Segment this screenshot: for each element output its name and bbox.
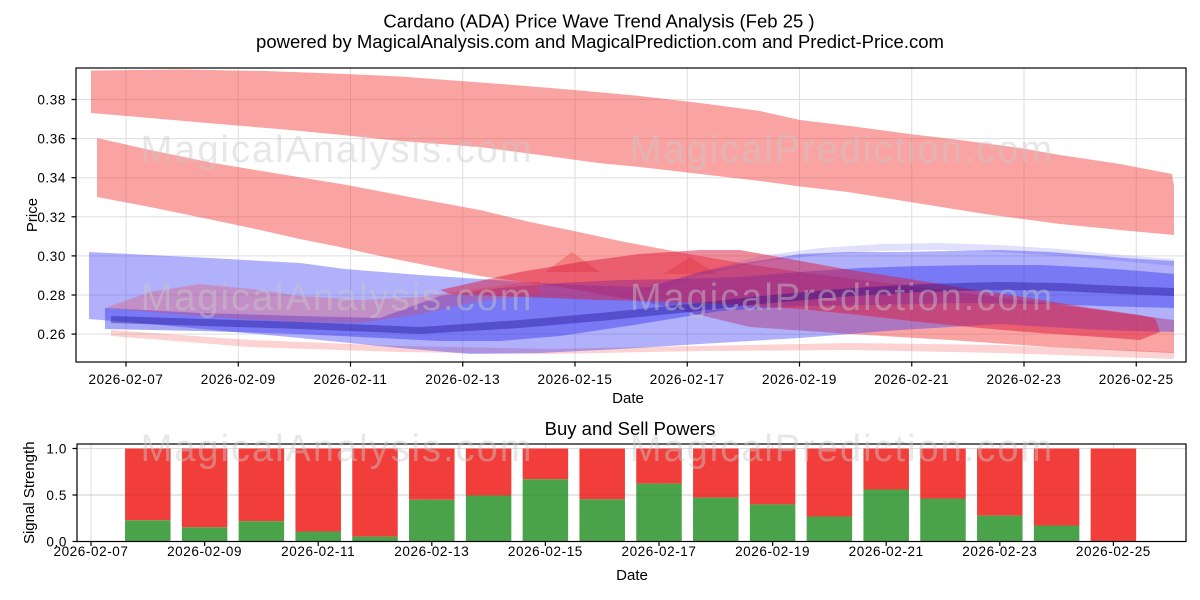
svg-text:0.0: 0.0 (46, 535, 67, 550)
svg-text:2026-02-11: 2026-02-11 (313, 372, 387, 387)
svg-text:2026-02-15: 2026-02-15 (537, 372, 612, 387)
svg-text:MagicalPrediction.com: MagicalPrediction.com (630, 428, 1054, 470)
svg-text:Signal Strength: Signal Strength (21, 441, 38, 544)
svg-text:2026-02-11: 2026-02-11 (281, 544, 355, 559)
svg-text:1.0: 1.0 (46, 442, 67, 457)
svg-text:0.28: 0.28 (37, 288, 66, 303)
svg-text:2026-02-15: 2026-02-15 (508, 544, 583, 559)
svg-text:0.26: 0.26 (37, 327, 66, 342)
svg-text:0.32: 0.32 (37, 210, 66, 225)
svg-text:powered by MagicalAnalysis.com: powered by MagicalAnalysis.com and Magic… (256, 31, 944, 52)
svg-text:2026-02-23: 2026-02-23 (986, 372, 1061, 387)
svg-text:0.30: 0.30 (37, 249, 66, 264)
svg-text:2026-02-07: 2026-02-07 (53, 544, 128, 559)
svg-text:MagicalAnalysis.com: MagicalAnalysis.com (141, 129, 534, 171)
svg-text:Date: Date (616, 567, 648, 584)
svg-text:0.5: 0.5 (46, 488, 67, 503)
svg-text:MagicalPrediction.com: MagicalPrediction.com (630, 129, 1054, 171)
svg-text:Buy and Sell Powers: Buy and Sell Powers (545, 418, 716, 439)
svg-text:2026-02-17: 2026-02-17 (650, 372, 725, 387)
svg-text:2026-02-13: 2026-02-13 (425, 372, 500, 387)
svg-text:2026-02-23: 2026-02-23 (962, 544, 1037, 559)
svg-text:2026-02-17: 2026-02-17 (621, 544, 696, 559)
svg-text:2026-02-25: 2026-02-25 (1076, 544, 1151, 559)
svg-text:MagicalAnalysis.com: MagicalAnalysis.com (141, 428, 534, 470)
svg-text:2026-02-19: 2026-02-19 (762, 372, 837, 387)
svg-text:Price: Price (24, 198, 41, 232)
svg-text:MagicalPrediction.com: MagicalPrediction.com (630, 277, 1054, 319)
svg-text:2026-02-09: 2026-02-09 (167, 544, 242, 559)
svg-text:2026-02-19: 2026-02-19 (735, 544, 810, 559)
svg-text:2026-02-07: 2026-02-07 (88, 372, 163, 387)
svg-text:2026-02-21: 2026-02-21 (874, 372, 949, 387)
svg-text:2026-02-21: 2026-02-21 (849, 544, 924, 559)
svg-text:2026-02-13: 2026-02-13 (394, 544, 469, 559)
svg-text:0.34: 0.34 (37, 171, 66, 186)
svg-text:2026-02-09: 2026-02-09 (201, 372, 276, 387)
svg-text:Cardano (ADA) Price Wave Trend: Cardano (ADA) Price Wave Trend Analysis … (383, 11, 814, 32)
svg-text:0.38: 0.38 (37, 93, 66, 108)
svg-text:MagicalAnalysis.com: MagicalAnalysis.com (141, 277, 534, 319)
svg-text:0.36: 0.36 (37, 132, 66, 147)
svg-text:Date: Date (612, 390, 644, 407)
svg-text:2026-02-25: 2026-02-25 (1099, 372, 1174, 387)
